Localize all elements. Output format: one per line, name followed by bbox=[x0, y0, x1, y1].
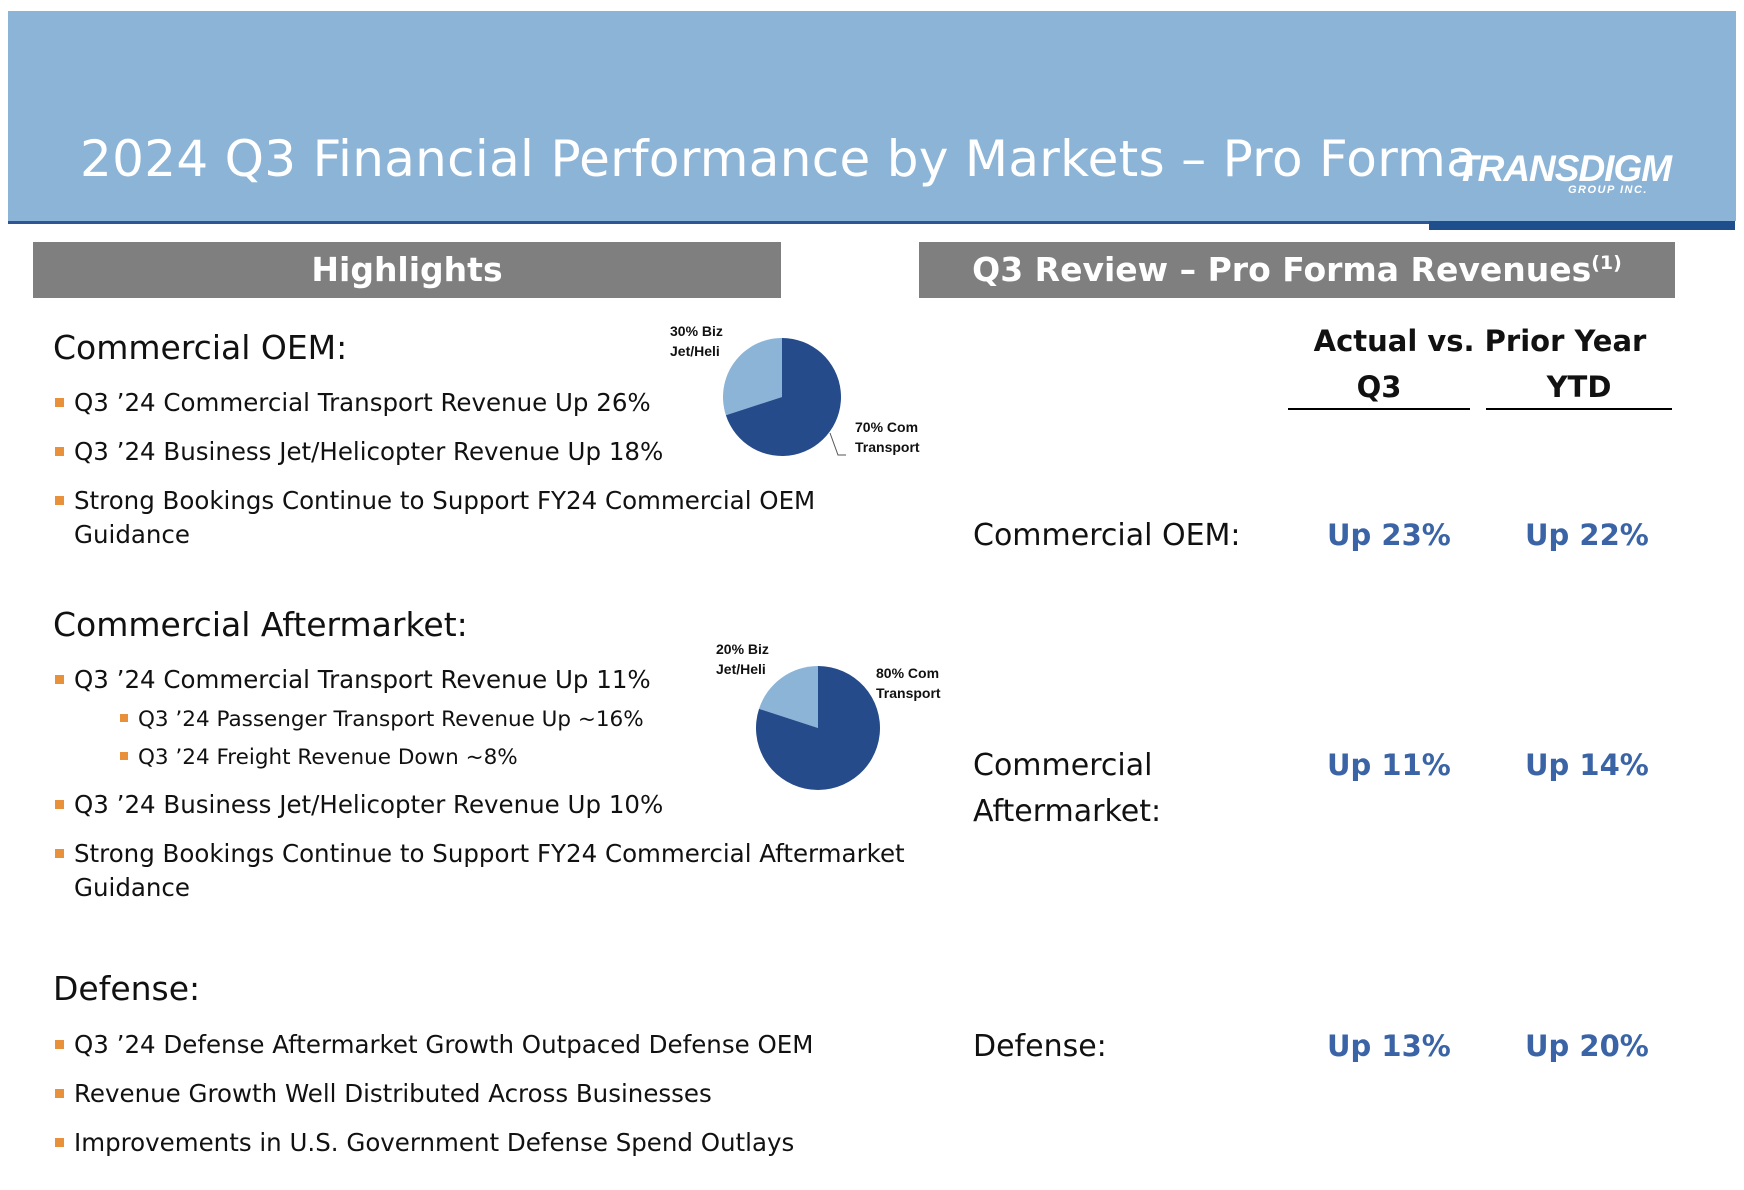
slide-title: 2024 Q3 Financial Performance by Markets… bbox=[80, 130, 1478, 188]
list-item: Revenue Growth Well Distributed Across B… bbox=[55, 1077, 712, 1111]
list-item-continuation: Guidance bbox=[74, 520, 190, 549]
row-label-line2: Aftermarket: bbox=[973, 794, 1162, 829]
list-item: Q3 ’24 Business Jet/Helicopter Revenue U… bbox=[55, 435, 663, 469]
commercial-aftermarket-pie bbox=[755, 666, 880, 790]
pie-leader-line bbox=[829, 432, 846, 456]
commercial-oem-heading: Commercial OEM: bbox=[53, 328, 348, 367]
table-row: Commercial OEM: bbox=[973, 513, 1241, 559]
row-label: Commercial OEM: bbox=[973, 518, 1241, 553]
transdigm-logo: TRANSDIGM GROUP INC. bbox=[1456, 148, 1672, 198]
pie-label-biz: 30% Biz Jet/Heli bbox=[670, 323, 723, 359]
pie-slice-com-transport bbox=[725, 338, 842, 456]
row-label: Defense: bbox=[973, 1029, 1107, 1064]
review-header: Actual vs. Prior Year bbox=[1313, 324, 1647, 358]
highlights-bar-label: Highlights bbox=[311, 250, 503, 289]
bullet-square-icon bbox=[55, 1039, 64, 1049]
row-value-ytd: Up 22% bbox=[1525, 518, 1649, 552]
header-accent-rule bbox=[1429, 221, 1735, 230]
list-item: Q3 ’24 Commercial Transport Revenue Up 2… bbox=[55, 386, 651, 420]
list-item: Strong Bookings Continue to Support FY24… bbox=[55, 837, 905, 871]
bullet-square-icon bbox=[55, 848, 64, 858]
list-item: Q3 ’24 Defense Aftermarket Growth Outpac… bbox=[55, 1028, 813, 1062]
highlights-bar: Highlights bbox=[33, 242, 781, 298]
row-value-q3: Up 11% bbox=[1327, 748, 1451, 782]
list-item: Strong Bookings Continue to Support FY24… bbox=[55, 484, 815, 518]
row-value-q3: Up 13% bbox=[1327, 1029, 1451, 1063]
pie-label-biz: 20% Biz Jet/Heli bbox=[716, 641, 769, 677]
row-value-ytd: Up 20% bbox=[1525, 1029, 1649, 1063]
bullet-square-icon bbox=[55, 1137, 64, 1147]
list-item: Q3 ’24 Business Jet/Helicopter Revenue U… bbox=[55, 788, 663, 822]
table-row: Defense: bbox=[973, 1024, 1107, 1070]
column-underline-ytd bbox=[1486, 408, 1672, 410]
pie-label-com: 80% Com Transport bbox=[876, 665, 941, 701]
bullet-square-icon bbox=[55, 397, 64, 407]
review-bar: Q3 Review – Pro Forma Revenues(1) bbox=[919, 242, 1675, 298]
list-item: Q3 ’24 Commercial Transport Revenue Up 1… bbox=[55, 663, 651, 697]
column-underline-q3 bbox=[1288, 408, 1470, 410]
table-row: Commercial Aftermarket: bbox=[973, 743, 1161, 835]
logo-subtext: GROUP INC. bbox=[1568, 184, 1648, 196]
bullet-square-icon bbox=[55, 799, 64, 809]
list-item-sub: Q3 ’24 Passenger Transport Revenue Up ~1… bbox=[120, 703, 644, 737]
row-label: Commercial bbox=[973, 748, 1153, 783]
row-value-q3: Up 23% bbox=[1327, 518, 1451, 552]
pie-slice-com-transport bbox=[755, 666, 880, 790]
pie-slice-biz-jet-heli bbox=[759, 666, 818, 728]
row-value-ytd: Up 14% bbox=[1525, 748, 1649, 782]
pie-label-com: 70% Com Transport bbox=[855, 419, 920, 455]
list-item-continuation: Guidance bbox=[74, 873, 190, 902]
header-band bbox=[8, 11, 1736, 221]
bullet-square-icon bbox=[55, 446, 64, 456]
column-header-q3: Q3 bbox=[1356, 370, 1402, 404]
list-item-sub: Q3 ’24 Freight Revenue Down ~8% bbox=[120, 741, 518, 775]
bullet-square-icon bbox=[55, 1088, 64, 1098]
bullet-square-icon bbox=[55, 674, 64, 684]
bullet-square-icon bbox=[55, 495, 64, 505]
defense-heading: Defense: bbox=[53, 969, 201, 1008]
review-bar-label: Q3 Review – Pro Forma Revenues bbox=[972, 250, 1592, 289]
bullet-square-icon bbox=[120, 714, 128, 722]
column-header-ytd: YTD bbox=[1546, 370, 1612, 404]
list-item: Improvements in U.S. Government Defense … bbox=[55, 1126, 794, 1160]
bullet-square-icon bbox=[120, 752, 128, 760]
header-rule bbox=[8, 221, 1728, 224]
pie-slice-biz-jet-heli bbox=[723, 338, 782, 416]
review-bar-footnote: (1) bbox=[1591, 252, 1622, 274]
logo-wordmark: TRANSDIGM bbox=[1456, 148, 1672, 189]
commercial-oem-pie bbox=[723, 338, 846, 456]
commercial-aftermarket-heading: Commercial Aftermarket: bbox=[53, 605, 468, 644]
